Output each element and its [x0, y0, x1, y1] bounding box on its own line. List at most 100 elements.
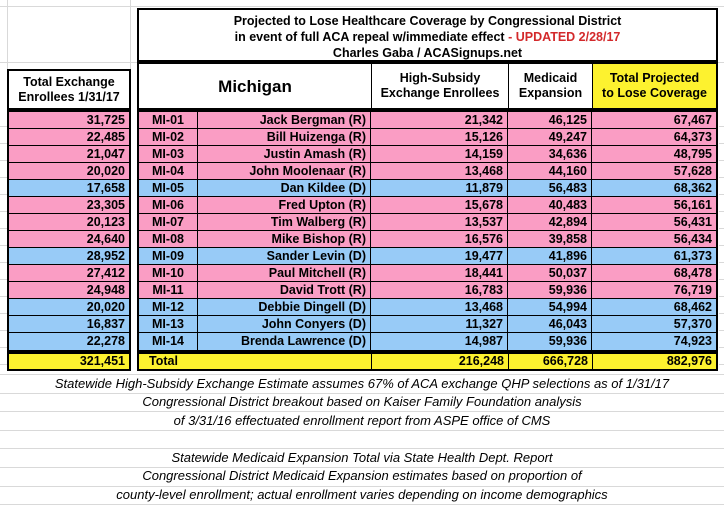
cell-total-exchange[interactable]: 17,658	[9, 180, 129, 197]
cell-total-lose[interactable]: 68,462	[673, 300, 712, 314]
cell-high-subsidy[interactable]: 15,126	[371, 129, 508, 145]
cell-representative[interactable]: Paul Mitchell (R)	[198, 265, 371, 281]
cell-district[interactable]: MI-07	[139, 214, 198, 230]
cell-total-lose[interactable]: 68,362	[673, 181, 712, 195]
cell-high-subsidy[interactable]: 21,342	[371, 112, 508, 128]
cell-medicaid[interactable]: 42,894	[508, 214, 592, 230]
cell-district[interactable]: MI-05	[139, 180, 198, 196]
cell-high-subsidy[interactable]: 18,441	[371, 265, 508, 281]
cell-district[interactable]: MI-11	[139, 282, 198, 298]
cell-medicaid[interactable]: 40,483	[508, 197, 592, 213]
cell-representative[interactable]: Fred Upton (R)	[198, 197, 371, 213]
cell-representative[interactable]: John Moolenaar (R)	[198, 163, 371, 179]
footnote-line: Congressional District Medicaid Expansio…	[142, 468, 582, 483]
cell-medicaid[interactable]: 59,936	[508, 333, 592, 350]
cell-total-lose[interactable]: 74,923	[673, 334, 712, 348]
total-medicaid[interactable]: 666,728	[509, 354, 593, 369]
cell-representative[interactable]: Brenda Lawrence (D)	[198, 333, 371, 350]
cell-high-subsidy[interactable]: 14,987	[371, 333, 508, 350]
cell-high-subsidy[interactable]: 13,537	[371, 214, 508, 230]
cell-total-exchange[interactable]: 24,948	[9, 282, 129, 299]
total-lose-coverage[interactable]: 882,976	[666, 354, 712, 368]
cell-high-subsidy[interactable]: 11,327	[371, 316, 508, 332]
cell-district[interactable]: MI-01	[139, 112, 198, 128]
left-column-total[interactable]: 321,451	[7, 352, 131, 371]
cell-high-subsidy[interactable]: 15,678	[371, 197, 508, 213]
table-body: MI-01 Jack Bergman (R) 21,342 46,125 67,…	[137, 110, 718, 352]
cell-total-exchange[interactable]: 20,020	[9, 299, 129, 316]
cell-total-lose[interactable]: 57,628	[673, 164, 712, 178]
gridline	[0, 62, 137, 63]
header-medicaid[interactable]: Medicaid Expansion	[509, 64, 593, 108]
cell-total-lose[interactable]: 67,467	[673, 113, 712, 127]
cell-medicaid[interactable]: 59,936	[508, 282, 592, 298]
header-high-subsidy[interactable]: High-Subsidy Exchange Enrollees	[372, 64, 509, 108]
cell-total-lose[interactable]: 76,719	[673, 283, 712, 297]
cell-district[interactable]: MI-04	[139, 163, 198, 179]
cell-medicaid[interactable]: 56,483	[508, 180, 592, 196]
cell-medicaid[interactable]: 44,160	[508, 163, 592, 179]
cell-representative[interactable]: Sander Levin (D)	[198, 248, 371, 264]
gridline	[0, 467, 724, 468]
cell-high-subsidy[interactable]: 13,468	[371, 163, 508, 179]
cell-total-lose[interactable]: 48,795	[673, 147, 712, 161]
cell-total-exchange[interactable]: 24,640	[9, 231, 129, 248]
left-column-header[interactable]: Total Exchange Enrollees 1/31/17	[7, 69, 131, 110]
cell-medicaid[interactable]: 46,043	[508, 316, 592, 332]
cell-total-exchange[interactable]: 31,725	[9, 112, 129, 129]
cell-total-exchange[interactable]: 28,952	[9, 248, 129, 265]
cell-medicaid[interactable]: 41,896	[508, 248, 592, 264]
cell-representative[interactable]: John Conyers (D)	[198, 316, 371, 332]
cell-high-subsidy[interactable]: 16,576	[371, 231, 508, 247]
cell-medicaid[interactable]: 50,037	[508, 265, 592, 281]
header-state[interactable]: Michigan	[139, 64, 372, 108]
cell-total-exchange[interactable]: 22,278	[9, 333, 129, 350]
cell-district[interactable]: MI-06	[139, 197, 198, 213]
cell-district[interactable]: MI-02	[139, 129, 198, 145]
cell-total-lose[interactable]: 56,434	[673, 232, 712, 246]
cell-representative[interactable]: Jack Bergman (R)	[198, 112, 371, 128]
total-label[interactable]: Total	[139, 354, 372, 369]
cell-total-exchange[interactable]: 20,123	[9, 214, 129, 231]
cell-representative[interactable]: Justin Amash (R)	[198, 146, 371, 162]
cell-high-subsidy[interactable]: 14,159	[371, 146, 508, 162]
cell-district[interactable]: MI-14	[139, 333, 198, 350]
cell-total-lose[interactable]: 56,161	[673, 198, 712, 212]
cell-total-lose[interactable]: 57,370	[673, 317, 712, 331]
title-line2: in event of full ACA repeal w/immediate …	[139, 29, 716, 45]
cell-medicaid[interactable]: 49,247	[508, 129, 592, 145]
total-high-subsidy[interactable]: 216,248	[372, 354, 509, 369]
cell-medicaid[interactable]: 34,636	[508, 146, 592, 162]
cell-representative[interactable]: Bill Huizenga (R)	[198, 129, 371, 145]
cell-representative[interactable]: Dan Kildee (D)	[198, 180, 371, 196]
cell-representative[interactable]: Tim Walberg (R)	[198, 214, 371, 230]
cell-high-subsidy[interactable]: 19,477	[371, 248, 508, 264]
cell-total-exchange[interactable]: 27,412	[9, 265, 129, 282]
cell-total-lose[interactable]: 61,373	[673, 249, 712, 263]
cell-medicaid[interactable]: 46,125	[508, 112, 592, 128]
cell-total-lose[interactable]: 68,478	[673, 266, 712, 280]
cell-high-subsidy[interactable]: 16,783	[371, 282, 508, 298]
cell-medicaid[interactable]: 39,858	[508, 231, 592, 247]
cell-total-exchange[interactable]: 23,305	[9, 197, 129, 214]
cell-total-exchange[interactable]: 16,837	[9, 316, 129, 333]
cell-district[interactable]: MI-09	[139, 248, 198, 264]
cell-high-subsidy[interactable]: 11,879	[371, 180, 508, 196]
cell-district[interactable]: MI-13	[139, 316, 198, 332]
cell-high-subsidy[interactable]: 13,468	[371, 299, 508, 315]
header-total-projected[interactable]: Total Projected to Lose Coverage	[593, 64, 716, 108]
cell-medicaid[interactable]: 54,994	[508, 299, 592, 315]
header-high-subsidy-line1: High-Subsidy	[399, 71, 481, 85]
cell-representative[interactable]: Debbie Dingell (D)	[198, 299, 371, 315]
cell-district[interactable]: MI-08	[139, 231, 198, 247]
cell-representative[interactable]: Mike Bishop (R)	[198, 231, 371, 247]
cell-total-lose[interactable]: 64,373	[673, 130, 712, 144]
cell-total-exchange[interactable]: 21,047	[9, 146, 129, 163]
cell-total-exchange[interactable]: 20,020	[9, 163, 129, 180]
cell-district[interactable]: MI-03	[139, 146, 198, 162]
cell-representative[interactable]: David Trott (R)	[198, 282, 371, 298]
cell-district[interactable]: MI-12	[139, 299, 198, 315]
cell-total-lose[interactable]: 56,431	[673, 215, 712, 229]
cell-total-exchange[interactable]: 22,485	[9, 129, 129, 146]
cell-district[interactable]: MI-10	[139, 265, 198, 281]
